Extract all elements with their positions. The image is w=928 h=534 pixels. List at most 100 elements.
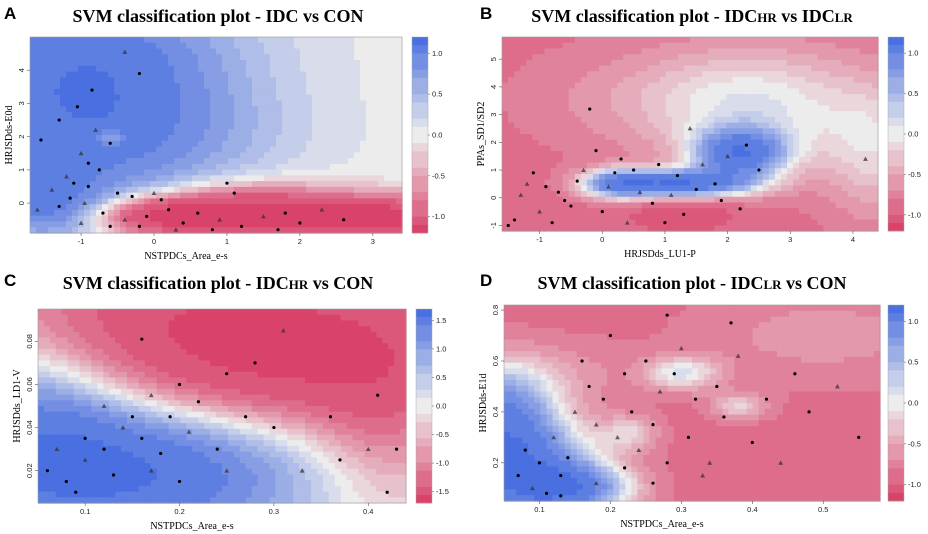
panel-letter-a: A (4, 4, 16, 23)
colorbar-tick-label: -1.0 (908, 480, 921, 489)
x-tick-label: 0 (600, 235, 604, 244)
data-point (39, 138, 43, 142)
support-vector-point (636, 447, 642, 453)
support-vector-point (863, 156, 868, 161)
panel-c: C SVM classification plot - IDCHR vs CON 0… (0, 267, 464, 534)
data-point (394, 447, 399, 451)
colorbar-b: 1.0 0.5 0.0 -0.5 -1.0 (887, 36, 921, 232)
data-point (338, 458, 342, 462)
colorbar-tick-label: 1.0 (436, 344, 446, 353)
panel-a: A SVM classification plot - IDC vs CON -1 0… (0, 0, 464, 267)
data-point (807, 410, 811, 414)
data-point (757, 168, 761, 172)
panel-b: B SVM classification plot - IDCHR vs IDCL… (464, 0, 928, 267)
data-point (694, 187, 698, 192)
support-vector-point (217, 217, 223, 222)
data-point (196, 211, 200, 215)
support-vector-point (224, 468, 230, 473)
data-point (575, 179, 579, 183)
data-point (512, 218, 517, 222)
y-tick-label: 2 (17, 135, 26, 139)
data-point (83, 436, 87, 440)
y-tick-label: 0.06 (25, 377, 34, 392)
data-point (74, 490, 78, 494)
data-point (600, 210, 604, 214)
x-tick-label: 0.3 (269, 507, 279, 516)
chart-title-c: SVM classification plot - IDCHR vs CON (63, 273, 374, 293)
data-point (857, 435, 861, 439)
data-point (750, 440, 754, 445)
support-vector-point (101, 403, 107, 408)
colorbar-tick-label: -0.5 (436, 430, 449, 439)
support-vector-point (120, 425, 126, 430)
data-point (376, 393, 380, 397)
support-vector-point (835, 384, 840, 389)
x-tick-label: 0.4 (363, 507, 373, 516)
decision-field-b (502, 37, 879, 232)
y-tick-label: 0.4 (491, 407, 500, 417)
data-point (145, 214, 149, 218)
support-vector-point (581, 167, 586, 172)
data-point (115, 191, 120, 195)
plot-frame-c (37, 308, 407, 504)
data-point (587, 384, 591, 389)
colorbar-tick-label: 0.5 (908, 358, 918, 367)
y-tick-label: 5 (489, 57, 498, 61)
data-point (550, 221, 554, 225)
data-point (719, 198, 723, 203)
x-tick-label: 0.1 (80, 507, 90, 516)
y-axis-label-d: HRJSDds-E1d (478, 374, 489, 433)
support-vector-point (735, 353, 741, 358)
support-vector-point (122, 49, 128, 54)
plot-frame-d (503, 304, 881, 502)
data-point (215, 447, 219, 451)
data-point (651, 423, 655, 427)
colorbar-tick-label: 1.5 (436, 316, 446, 325)
data-point (159, 198, 163, 202)
data-point (102, 447, 106, 451)
chart-title-d: SVM classification plot - IDCLR vs CON (537, 273, 846, 293)
support-vector-point (122, 217, 128, 222)
x-tick-label: 0.5 (818, 505, 828, 514)
data-point (623, 466, 627, 470)
data-point (130, 194, 134, 199)
panel-d: D SVM classification plot - IDCLR vs CON 0… (464, 267, 928, 534)
y-tick-label: 1 (489, 168, 498, 172)
data-point (665, 313, 669, 317)
data-point (516, 473, 520, 478)
data-point (713, 182, 717, 186)
support-vector-point (537, 209, 542, 214)
data-point (693, 397, 698, 401)
data-point (580, 359, 584, 363)
data-point (632, 168, 636, 172)
data-point (72, 181, 76, 185)
decision-field-c (38, 309, 407, 504)
data-point (57, 118, 61, 122)
data-point (663, 221, 667, 225)
y-tick-label: -1 (489, 222, 498, 229)
data-point (140, 436, 144, 440)
data-point (130, 415, 134, 419)
data-point (544, 491, 549, 495)
support-vector-point (778, 460, 784, 465)
support-vector-point (280, 328, 286, 333)
data-point (137, 71, 142, 76)
colorbar-tick-label: -1.0 (432, 212, 445, 221)
data-point (537, 461, 542, 465)
panel-letter-b: B (480, 4, 492, 23)
data-point (68, 196, 72, 200)
data-point (45, 469, 50, 473)
support-vector-point (78, 220, 84, 225)
data-point (283, 211, 287, 215)
support-vector-point (668, 192, 674, 197)
support-vector-point (299, 468, 305, 473)
data-point (328, 415, 333, 419)
data-point (644, 359, 648, 363)
svm-plot-d: D SVM classification plot - IDCLR vs CON 0… (478, 271, 921, 530)
support-vector-point (93, 127, 99, 132)
colorbar-tick-label: -1.5 (436, 487, 449, 496)
data-point (140, 337, 144, 341)
colorbar-tick-label: -1.0 (436, 459, 449, 468)
data-point (225, 181, 229, 185)
data-point (210, 228, 214, 232)
